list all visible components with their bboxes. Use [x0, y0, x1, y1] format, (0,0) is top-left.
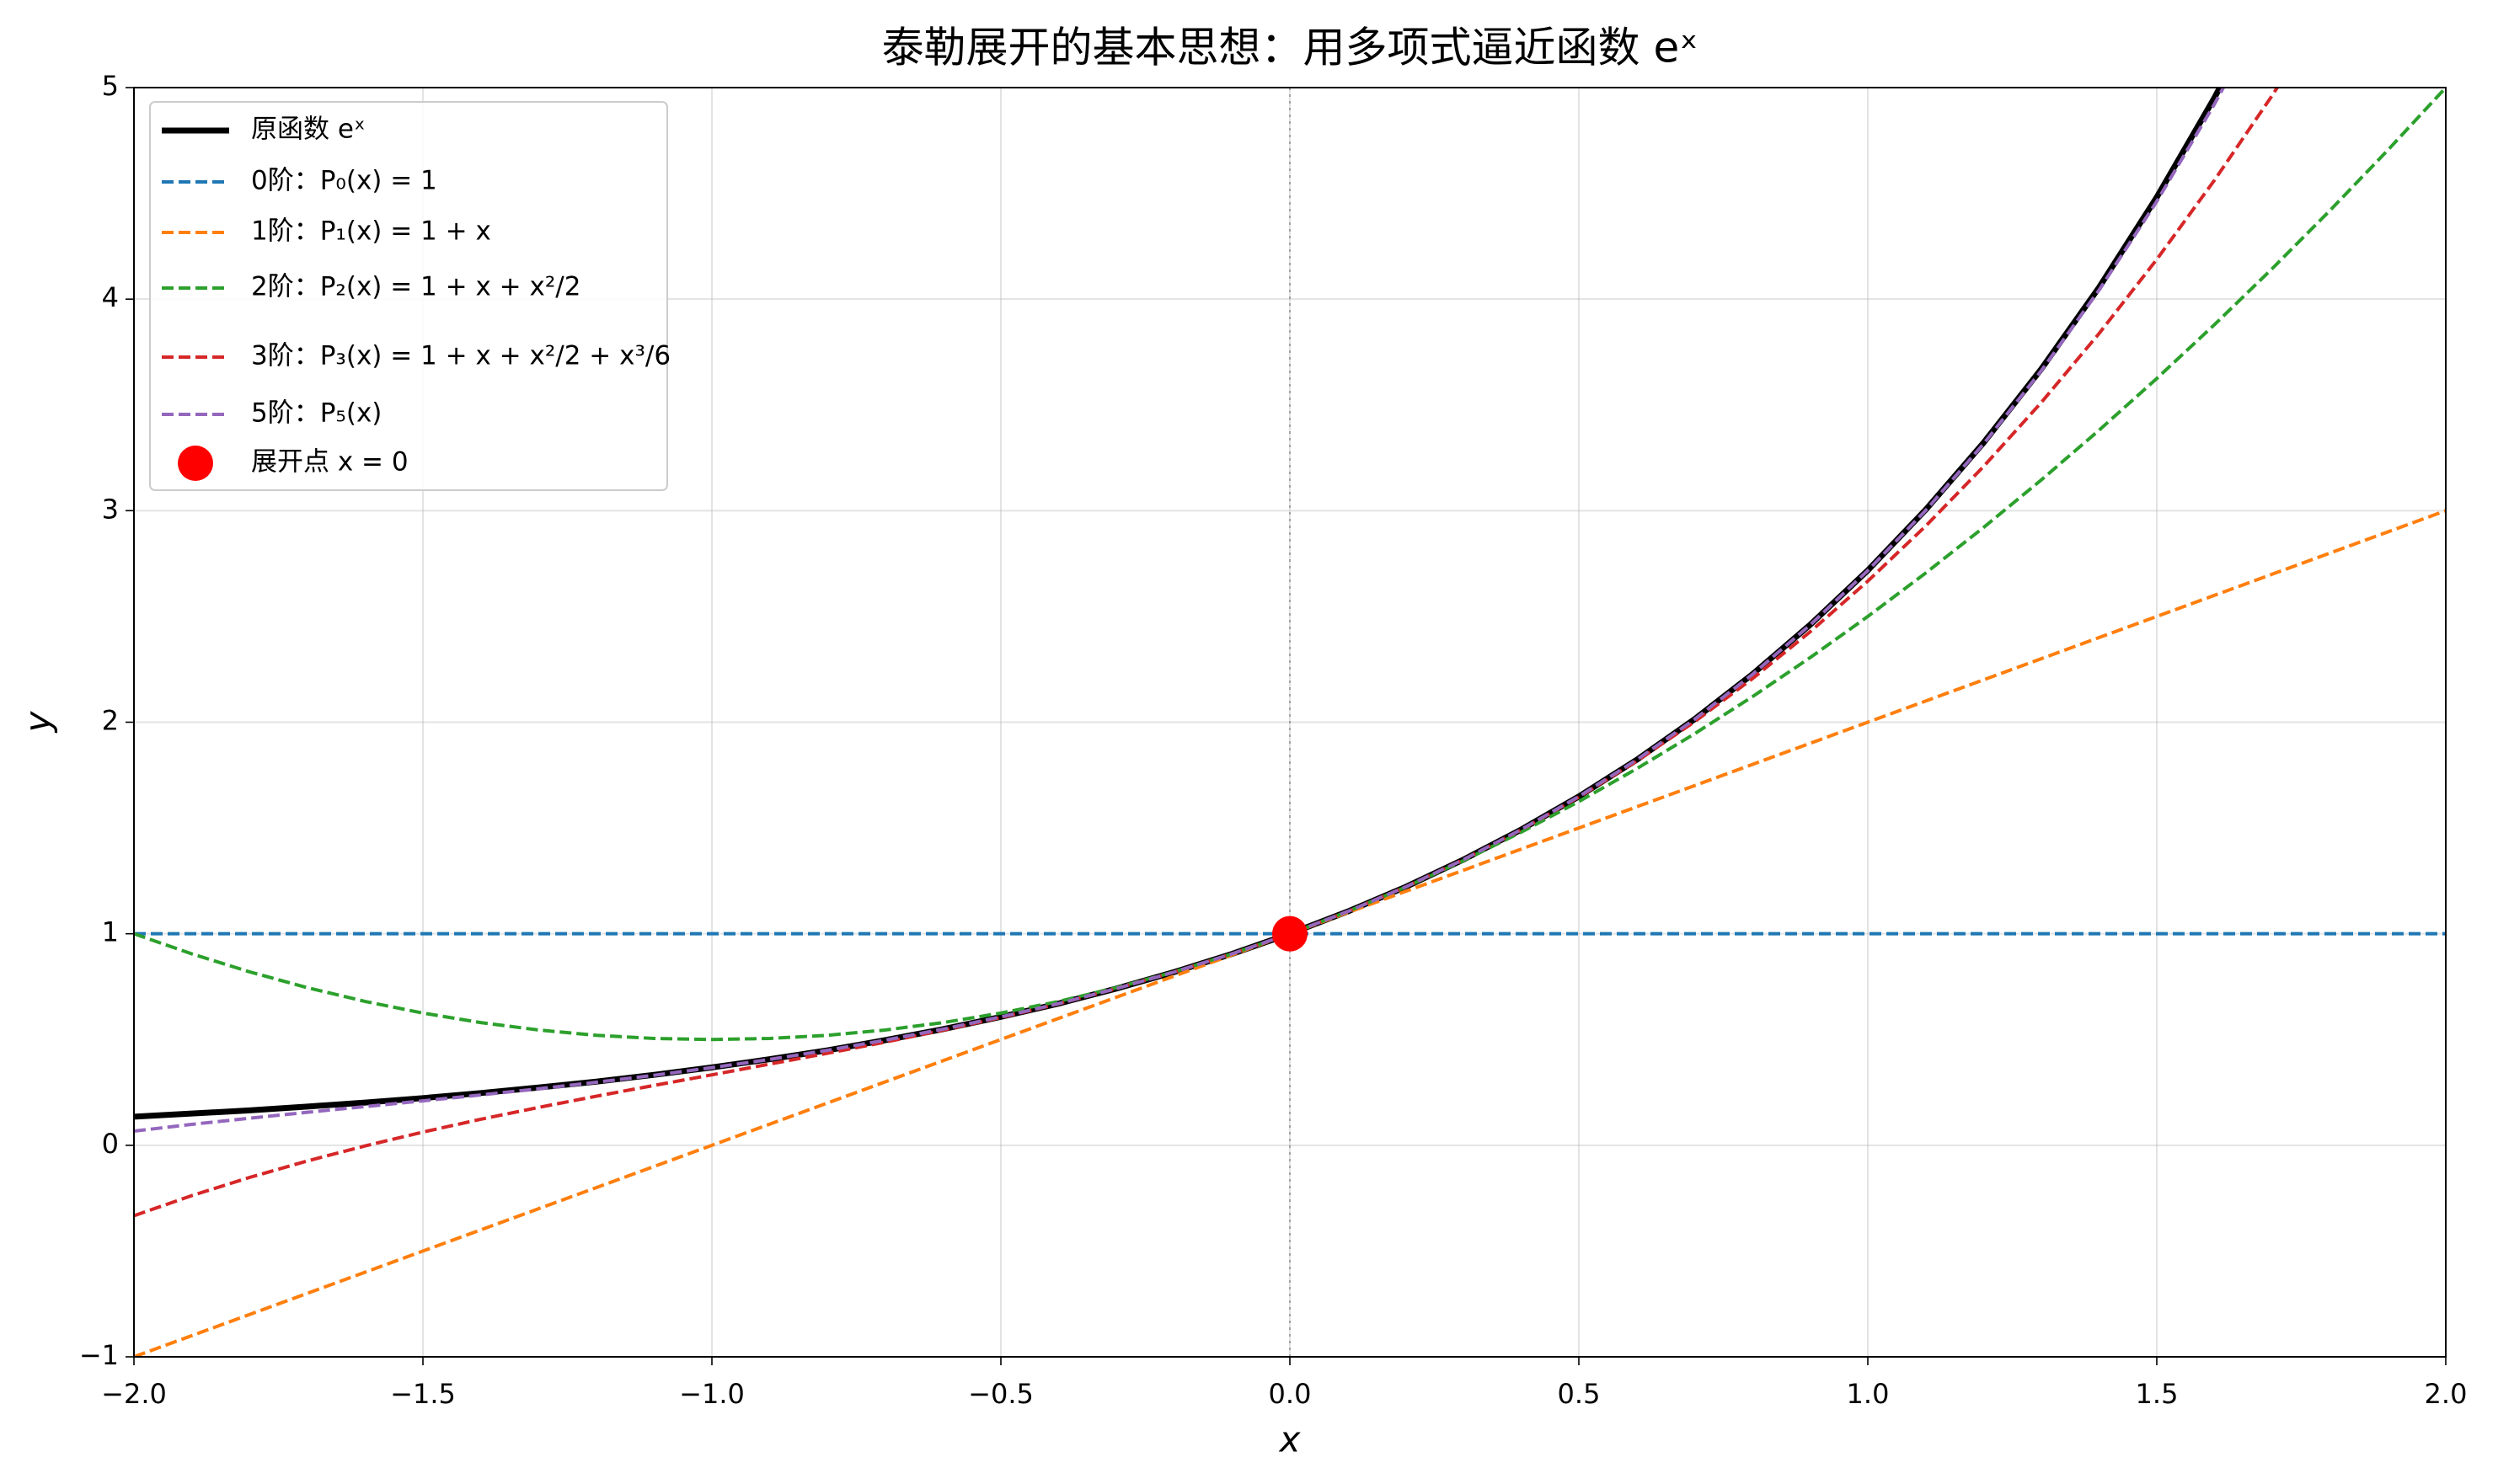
- legend-swatch: [178, 446, 213, 481]
- legend-label: 展开点 x = 0: [251, 447, 409, 478]
- x-tick-label: −1.5: [390, 1378, 456, 1410]
- x-tick-label: 2.0: [2425, 1378, 2468, 1410]
- legend-label: 3阶：P₃(x) = 1 + x + x²/2 + x³/6: [251, 341, 671, 371]
- legend-label: 5阶：P₅(x): [251, 398, 382, 429]
- y-tick-label: 4: [102, 281, 119, 313]
- chart-title: 泰勒展开的基本思想：用多项式逼近函数 eˣ: [882, 24, 1698, 72]
- y-axis-label: y: [18, 710, 59, 734]
- x-axis-label: x: [1278, 1419, 1302, 1460]
- y-tick-label: 0: [102, 1128, 119, 1160]
- x-tick-label: 0.0: [1269, 1378, 1312, 1410]
- y-tick-label: −1: [79, 1339, 119, 1371]
- x-tick-label: −2.0: [101, 1378, 167, 1410]
- legend-label: 2阶：P₂(x) = 1 + x + x²/2: [251, 272, 580, 302]
- x-tick-label: 1.0: [1847, 1378, 1890, 1410]
- legend-label: 原函数 eˣ: [251, 115, 366, 145]
- y-tick-label: 2: [102, 705, 119, 737]
- x-tick-label: 0.5: [1558, 1378, 1601, 1410]
- x-tick-label: −1.0: [679, 1378, 745, 1410]
- expansion-point: [1272, 915, 1308, 952]
- legend-box: [149, 101, 668, 491]
- plot-frame: [133, 87, 2447, 1358]
- legend-label: 0阶：P₀(x) = 1: [251, 166, 437, 196]
- x-tick-label: 1.5: [2136, 1378, 2179, 1410]
- line-series: [134, 88, 2226, 1133]
- x-tick-label: −0.5: [968, 1378, 1034, 1410]
- y-tick-label: 5: [102, 70, 119, 102]
- legend: 原函数 eˣ 0阶：P₀(x) = 1 1阶：P₁(x) = 1 + x 2阶：P₂(…: [149, 101, 671, 491]
- y-tick-label: 1: [102, 916, 119, 948]
- legend-label: 1阶：P₁(x) = 1 + x: [251, 216, 491, 247]
- plot-area: [134, 88, 2446, 1357]
- y-tick-label: 3: [102, 493, 119, 525]
